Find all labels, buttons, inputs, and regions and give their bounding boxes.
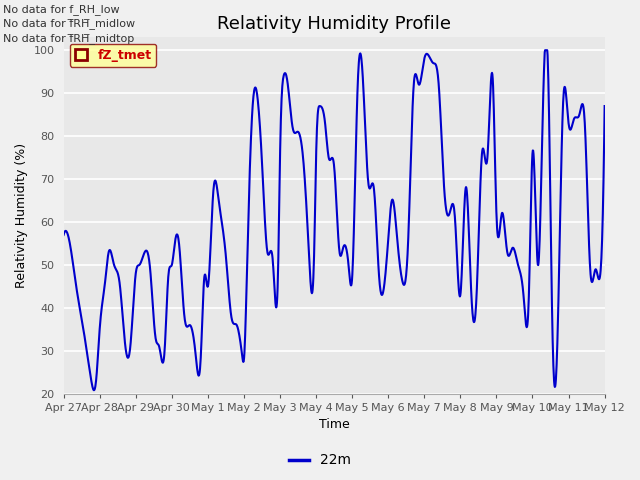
Legend: fZ_tmet: fZ_tmet bbox=[70, 44, 156, 67]
Legend: 22m: 22m bbox=[283, 448, 357, 473]
X-axis label: Time: Time bbox=[319, 419, 349, 432]
Text: No data for f_RH_low: No data for f_RH_low bbox=[3, 4, 120, 15]
Y-axis label: Relativity Humidity (%): Relativity Humidity (%) bbox=[15, 143, 28, 288]
Title: Relativity Humidity Profile: Relativity Humidity Profile bbox=[217, 15, 451, 33]
Text: No data for f̅RH̅_midlow: No data for f̅RH̅_midlow bbox=[3, 18, 135, 29]
Text: No data for f̅RH̅_midtop: No data for f̅RH̅_midtop bbox=[3, 33, 134, 44]
